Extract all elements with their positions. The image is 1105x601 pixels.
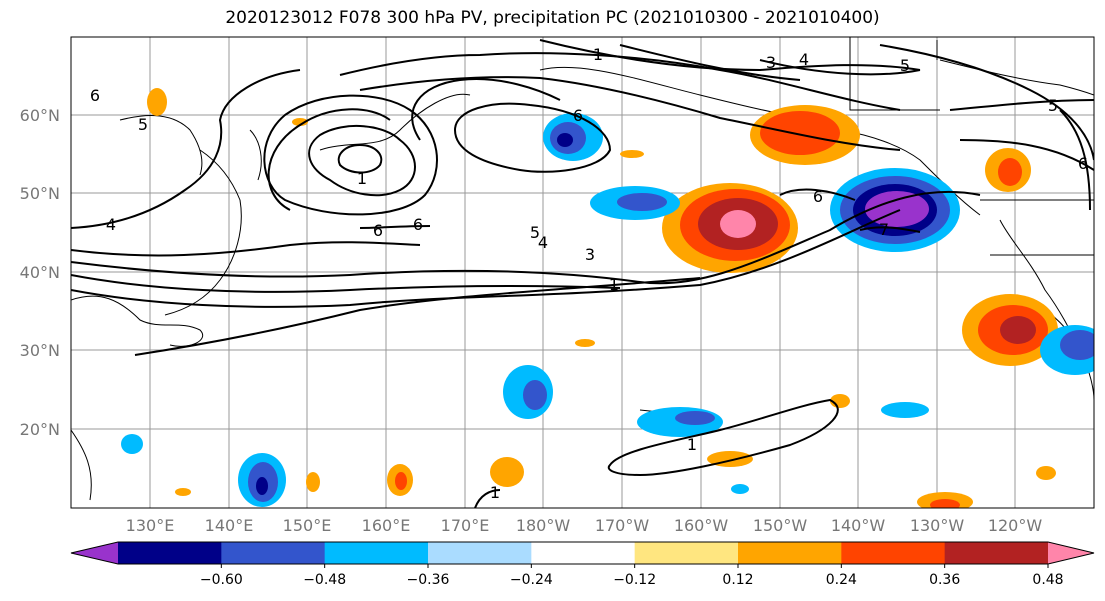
- contour-label: 6: [373, 221, 383, 240]
- lat-label: 30°N: [20, 341, 60, 360]
- lon-label: 140°E: [205, 516, 254, 535]
- contour-labels: 6 5 1 1 4 5 3 4 5 6 6 6 5 4 3 1 6 7 6 1 …: [90, 45, 1088, 502]
- lon-label: 150°E: [283, 516, 332, 535]
- colorbar-segment: [841, 542, 946, 564]
- contour-label: 5: [530, 223, 540, 242]
- lon-label: 180°W: [516, 516, 571, 535]
- colorbar-segment: [118, 542, 222, 564]
- colorbar-tick-label: −0.12: [613, 572, 656, 588]
- map-title: 2020123012 F078 300 hPa PV, precipitatio…: [225, 8, 880, 28]
- contour-label: 5: [900, 56, 910, 75]
- colorbar-tick-label: −0.24: [510, 572, 553, 588]
- contour-label: 1: [593, 45, 603, 64]
- lon-label: 130°E: [126, 516, 175, 535]
- colorbar-segment: [324, 542, 429, 564]
- contour-label: 1: [687, 435, 697, 454]
- lon-label: 170°E: [441, 516, 490, 535]
- contour-label: 6: [1078, 154, 1088, 173]
- contour-label: 6: [573, 106, 583, 125]
- pv-contours: [71, 39, 1094, 508]
- contour-label: 3: [585, 245, 595, 264]
- colorbar-tick-label: −0.60: [200, 572, 243, 588]
- contour-label: 5: [1048, 96, 1058, 115]
- contour-label: 1: [357, 169, 367, 188]
- colorbar-tick-label: −0.48: [303, 572, 346, 588]
- colorbar-segment: [944, 542, 1049, 564]
- colorbar-segment: [531, 542, 636, 564]
- contour-label: 6: [90, 86, 100, 105]
- lat-label: 50°N: [20, 184, 60, 203]
- longitude-labels: 130°E 140°E 150°E 160°E 170°E 180°W 170°…: [126, 516, 1043, 535]
- colorbar-extend-high: [1048, 542, 1094, 564]
- contour-label: 4: [538, 233, 548, 252]
- colorbar-extend-low: [71, 542, 118, 564]
- plot-frame: [70, 36, 1095, 509]
- contour-label: 4: [106, 215, 116, 234]
- precip-shading: [121, 88, 1094, 508]
- contour-label: 7: [879, 220, 889, 239]
- lat-label: 60°N: [20, 106, 60, 125]
- latitude-labels: 60°N 50°N 40°N 30°N 20°N: [20, 106, 60, 439]
- colorbar: −0.60 −0.48 −0.36 −0.24 −0.12 0.12 0.24 0.36 0.4…: [70, 541, 1095, 588]
- lon-label: 120°W: [988, 516, 1043, 535]
- contour-label: 3: [766, 53, 776, 72]
- contour-label: 6: [413, 215, 423, 234]
- colorbar-tick-label: 0.12: [722, 572, 753, 588]
- colorbar-tick-label: −0.36: [407, 572, 450, 588]
- colorbar-segment: [634, 542, 739, 564]
- colorbar-segment: [738, 542, 842, 564]
- colorbar-tick-label: 0.48: [1032, 572, 1063, 588]
- contour-label: 1: [609, 275, 619, 294]
- colorbar-outline: [70, 541, 1095, 565]
- lat-label: 20°N: [20, 420, 60, 439]
- contour-label: 1: [490, 483, 500, 502]
- contour-label: 5: [138, 115, 148, 134]
- lon-label: 130°W: [910, 516, 965, 535]
- coastlines: [71, 37, 1094, 501]
- lon-label: 160°E: [362, 516, 411, 535]
- contour-label: 4: [799, 50, 809, 69]
- lat-label: 40°N: [20, 263, 60, 282]
- lon-label: 140°W: [831, 516, 886, 535]
- lon-label: 150°W: [753, 516, 808, 535]
- colorbar-tick-label: 0.36: [929, 572, 960, 588]
- colorbar-segment: [428, 542, 532, 564]
- colorbar-segment: [221, 542, 326, 564]
- lon-label: 170°W: [595, 516, 650, 535]
- contour-label: 6: [813, 187, 823, 206]
- lon-label: 160°W: [674, 516, 729, 535]
- colorbar-tick-label: 0.24: [826, 572, 857, 588]
